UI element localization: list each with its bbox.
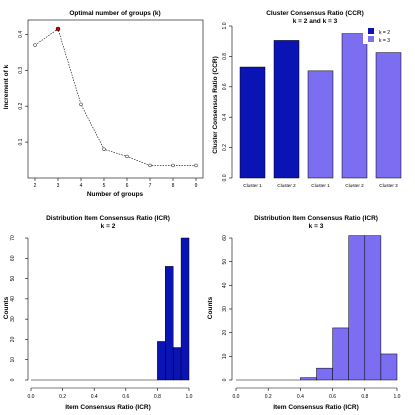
panel-ccr: Cluster Consensus Ratio (CCR) k = 2 and … (212, 10, 405, 188)
bar (375, 52, 402, 179)
x-axis-label: Item Consensus Ratio (ICR) (65, 404, 151, 411)
data-point (102, 147, 106, 152)
x-tick-label: 4 (80, 183, 83, 189)
y-tick-label: 50 (10, 276, 16, 282)
x-tick-label: 0.2 (265, 394, 272, 400)
y-tick-label: 70 (10, 235, 16, 241)
data-point (194, 163, 198, 168)
x-tick-label: Cluster 1 (243, 183, 262, 188)
y-tick-label: 0.2 (222, 144, 228, 151)
x-tick-label: Cluster 1 (311, 183, 330, 188)
chart-subtitle: k = 3 (309, 223, 324, 230)
y-tick-label: 40 (10, 296, 16, 302)
legend-swatch-k2 (368, 28, 374, 34)
y-tick-label: 0.3 (18, 67, 24, 74)
y-axis-label: Counts (3, 296, 10, 319)
x-tick-label: 7 (149, 183, 152, 189)
x-tick-label: 0.0 (233, 394, 240, 400)
x-tick-label: 0.0 (28, 394, 35, 400)
chart-title: Distribution Item Consensus Ratio (ICR) (46, 215, 170, 222)
chart-subtitle: k = 2 (101, 223, 116, 230)
chart-title: Cluster Consensus Ratio (CCR) (266, 10, 364, 17)
x-tick-label: 0.4 (297, 394, 304, 400)
panel-icr-k2: Distribution Item Consensus Ratio (ICR) … (3, 215, 193, 411)
histogram-bar (348, 235, 366, 381)
y-tick-label: 10 (222, 353, 228, 359)
data-point (171, 163, 175, 168)
x-tick-label: 3 (57, 183, 60, 189)
chart-title: Optimal number of groups (k) (69, 10, 160, 17)
legend-swatch-k3 (368, 36, 374, 42)
y-tick-label: 40 (222, 282, 228, 288)
y-axis-label: Counts (207, 296, 214, 319)
bar (273, 40, 300, 179)
legend-entry-k3: k = 3 (379, 38, 390, 44)
x-tick-label: 8 (172, 183, 175, 189)
y-tick-label: 0 (222, 378, 228, 381)
y-axis-label: Cluster Consensus Ratio (CCR) (212, 56, 219, 154)
y-tick-label: 0.6 (222, 83, 228, 90)
x-tick-label: 5 (103, 183, 106, 189)
x-tick-label: 1.0 (394, 394, 401, 400)
plot-frame (27, 19, 204, 179)
y-tick-label: 0 (10, 378, 16, 381)
y-tick-label: 20 (222, 330, 228, 336)
y-tick-label: 1.0 (222, 22, 228, 29)
histogram-bar (172, 347, 182, 381)
y-tick-label: 20 (10, 336, 16, 342)
bar (307, 70, 334, 179)
bar (341, 33, 368, 179)
y-tick-label: 0.2 (18, 102, 24, 109)
x-tick-label: 9 (195, 183, 198, 189)
x-axis-label: Number of groups (87, 191, 144, 198)
data-point (148, 163, 152, 168)
panel-optimal-groups: Optimal number of groups (k) Increment o… (3, 10, 204, 198)
y-tick-label: 0.8 (222, 53, 228, 60)
x-tick-label: Cluster 2 (345, 183, 364, 188)
histogram-bar (364, 235, 382, 381)
data-point (79, 102, 83, 107)
histogram-bar (332, 327, 349, 381)
legend: k = 2 k = 3 (363, 25, 405, 44)
y-tick-label: 0.4 (222, 114, 228, 121)
data-point (125, 154, 129, 159)
y-axis-label: Increment of k (3, 64, 10, 109)
bar (239, 66, 266, 179)
y-tick-label: 50 (222, 259, 228, 265)
y-tick-label: 0.0 (222, 174, 228, 181)
x-tick-label: 2 (34, 183, 37, 189)
x-axis-label: Item Consensus Ratio (ICR) (273, 404, 359, 411)
y-tick-label: 30 (222, 306, 228, 312)
x-tick-label: 0.8 (361, 394, 368, 400)
y-tick-label: 60 (10, 255, 16, 261)
histogram-bar (157, 341, 166, 381)
x-tick-label: 0.6 (122, 394, 129, 400)
chart-subtitle: k = 2 and k = 3 (293, 18, 338, 25)
highlighted-point (55, 26, 61, 32)
data-point (33, 43, 37, 47)
x-tick-label: 0.8 (154, 394, 161, 400)
histogram-bar (180, 237, 190, 381)
histogram-bar (316, 367, 333, 381)
x-tick-label: 0.6 (329, 394, 336, 400)
x-tick-label: 0.2 (59, 394, 66, 400)
y-tick-label: 60 (222, 235, 228, 241)
histogram-bar (165, 266, 174, 381)
series-line (34, 28, 196, 166)
panel-icr-k3: Distribution Item Consensus Ratio (ICR) … (207, 215, 401, 411)
histogram-bar (380, 353, 398, 381)
y-tick-label: 10 (10, 357, 16, 363)
y-tick-label: 0.1 (18, 138, 24, 145)
histogram-bar (300, 377, 317, 381)
x-tick-label: 6 (126, 183, 129, 189)
y-tick-label: 0.4 (18, 31, 24, 38)
legend-entry-k2: k = 2 (379, 30, 390, 36)
x-tick-label: 0.4 (91, 394, 98, 400)
chart-title: Distribution Item Consensus Ratio (ICR) (254, 215, 378, 222)
x-tick-label: Cluster 2 (277, 183, 296, 188)
x-tick-label: Cluster 3 (379, 183, 398, 188)
y-tick-label: 30 (10, 316, 16, 322)
x-tick-label: 1.0 (186, 394, 193, 400)
